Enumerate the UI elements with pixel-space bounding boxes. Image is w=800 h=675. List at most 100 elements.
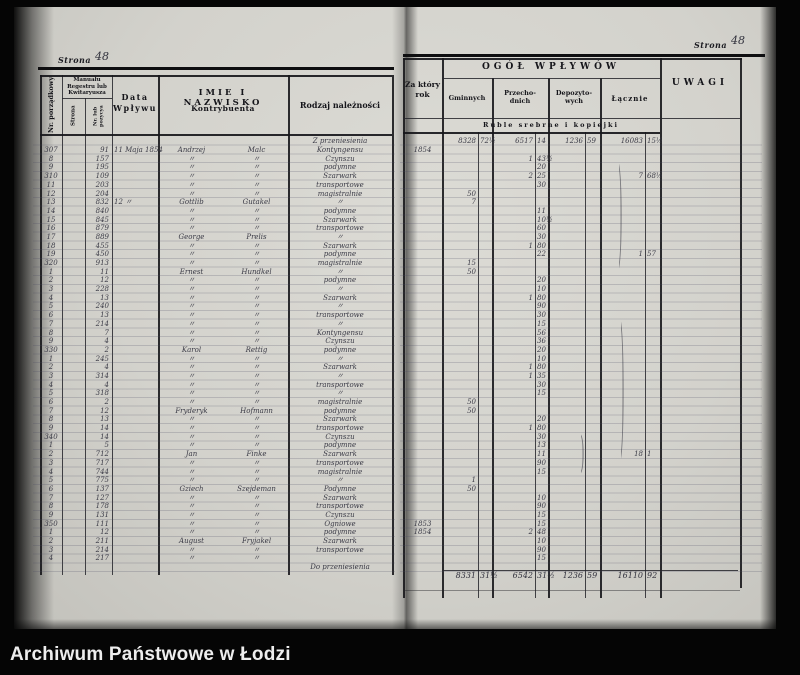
cell-nr: 3 [48,545,54,554]
cell-rodzaj: podymne [323,441,357,450]
cell-nr: 5 [48,389,54,398]
cell-last: 〃 [253,259,260,268]
cell-poz: 13 [100,293,109,302]
table-row: 2 12 〃 〃 podymne [40,276,392,285]
cell-first: 〃 [188,319,195,328]
archive-caption: Archiwum Państwowe w Łodzi [10,644,291,665]
left-col-line [112,75,113,575]
table-row: 6 137 Gziech Szejdeman Podymne [40,485,392,494]
cell-first: Karol [181,345,202,354]
cell-rodzaj: Szarwark [323,363,357,372]
cell-rodzaj: podymne [323,406,357,415]
left-table-border [392,75,394,575]
cell-first: 〃 [188,519,195,528]
cell-last: 〃 [253,206,260,215]
table-row: 22 1 57 [403,250,740,259]
table-row: 8 157 〃 〃 Czynszu [40,154,392,163]
cell-rodzaj: transportowe [316,545,364,554]
cell-nr: 9 [48,163,54,172]
right-col-line [660,58,662,598]
table-row: 20 [403,415,740,424]
cell-k: 80 [537,241,546,250]
cell-rodzaj: transportowe [316,224,364,233]
cell-r: 50 [467,189,476,198]
cell-nr: 7 [48,493,54,502]
cell-first: 〃 [188,215,195,224]
cell-k: 90 [537,502,546,511]
cell-rok: 1854 [413,146,432,155]
table-row: 6 13 〃 〃 transportowe [40,311,392,320]
cell-last: 〃 [253,189,260,198]
cell-poz: 109 [95,172,109,181]
cell-poz: 5 [104,441,109,450]
cell-first: 〃 [188,154,195,163]
ruled-lines-left [33,137,395,573]
cell-first: 〃 [188,259,195,268]
table-row: 7 12 Fryderyk Hofmann podymne [40,406,392,415]
cell-rodzaj: transportowe [316,502,364,511]
table-row: 10 [403,493,740,502]
cell-first: 〃 [188,502,195,511]
table-row: 2 712 Jan Finke Szarwark [40,450,392,459]
table-row: 15 [403,467,740,476]
cell-poz: 245 [95,354,109,363]
cell-k: 56 [537,328,546,337]
cell-r: 6542 [512,571,533,581]
table-row: 8 13 〃 〃 Szarwark [40,415,392,424]
table-row: 307 91 11 Maja 1854 Andrzej Malc Kontyngensu [40,146,392,155]
cell-r: 7 [638,172,643,181]
cell-poz: 13 [100,415,109,424]
table-row: 50 [403,485,740,494]
cell-nr: 17 [46,232,56,241]
cell-poz: 4 [104,363,109,372]
cell-r: 50 [467,398,476,407]
cell-first: 〃 [188,380,195,389]
cell-r: 1 [528,293,533,302]
cell-rodzaj: transportowe [316,311,364,320]
table-row: 1 12 〃 〃 podymne [40,528,392,537]
table-row: 1 80 [403,424,740,433]
cell-r: 16110 [617,571,643,581]
cell-rodzaj: podymne [323,528,357,537]
table-row: 30 [403,233,740,242]
table-row: 56 [403,328,740,337]
cell-rodzaj: Z przeniesienia [312,137,368,146]
left-col-line [85,98,86,575]
cell-rodzaj: 〃 [336,476,344,485]
table-row: 20 [403,276,740,285]
cell-first: 〃 [188,493,195,502]
table-row: 5 775 〃 〃 〃 [40,476,392,485]
cell-first: 〃 [188,276,195,285]
table-row: 320 913 〃 〃 magistralnie [40,259,392,268]
cell-nr: 16 [46,224,56,233]
cell-rodzaj: 〃 [336,285,344,294]
cell-first: 〃 [188,180,195,189]
table-row: 2 211 August Fryjakel Szarwark [40,537,392,546]
cell-nr: 330 [44,345,58,354]
cell-poz: 14 [100,424,109,433]
cell-k: 80 [537,363,546,372]
table-row: 8331 31½ 6542 31½ 1236 59 16110 92 [403,572,740,581]
left-col-line [158,75,160,575]
cell-last: Hofmann [240,406,273,415]
table-row: 50 [403,406,740,415]
table-row: 17 889 George Prelis 〃 [40,233,392,242]
cell-last: 〃 [253,215,260,224]
cell-first: Andrzej [177,146,206,155]
right-col-line [548,78,550,598]
cell-rodzaj: 〃 [336,267,344,276]
table-row: 16 879 〃 〃 transportowe [40,224,392,233]
cell-first: 〃 [188,424,195,433]
cell-last: 〃 [253,371,260,380]
cell-first: 〃 [188,224,195,233]
table-row: 330 2 Karol Rettig podymne [40,346,392,355]
cell-k: 20 [537,163,546,172]
cell-rodzaj: 〃 [336,232,344,241]
cell-first: 〃 [188,510,195,519]
col-header-manual: Manuału Regestru lub Kwitaryusza [67,77,107,96]
left-col-line [288,75,290,575]
table-row: Do przeniesienia [40,563,392,572]
col-header-depozytowych: Depozyto- wych [555,89,593,105]
table-row: 1 [403,476,740,485]
